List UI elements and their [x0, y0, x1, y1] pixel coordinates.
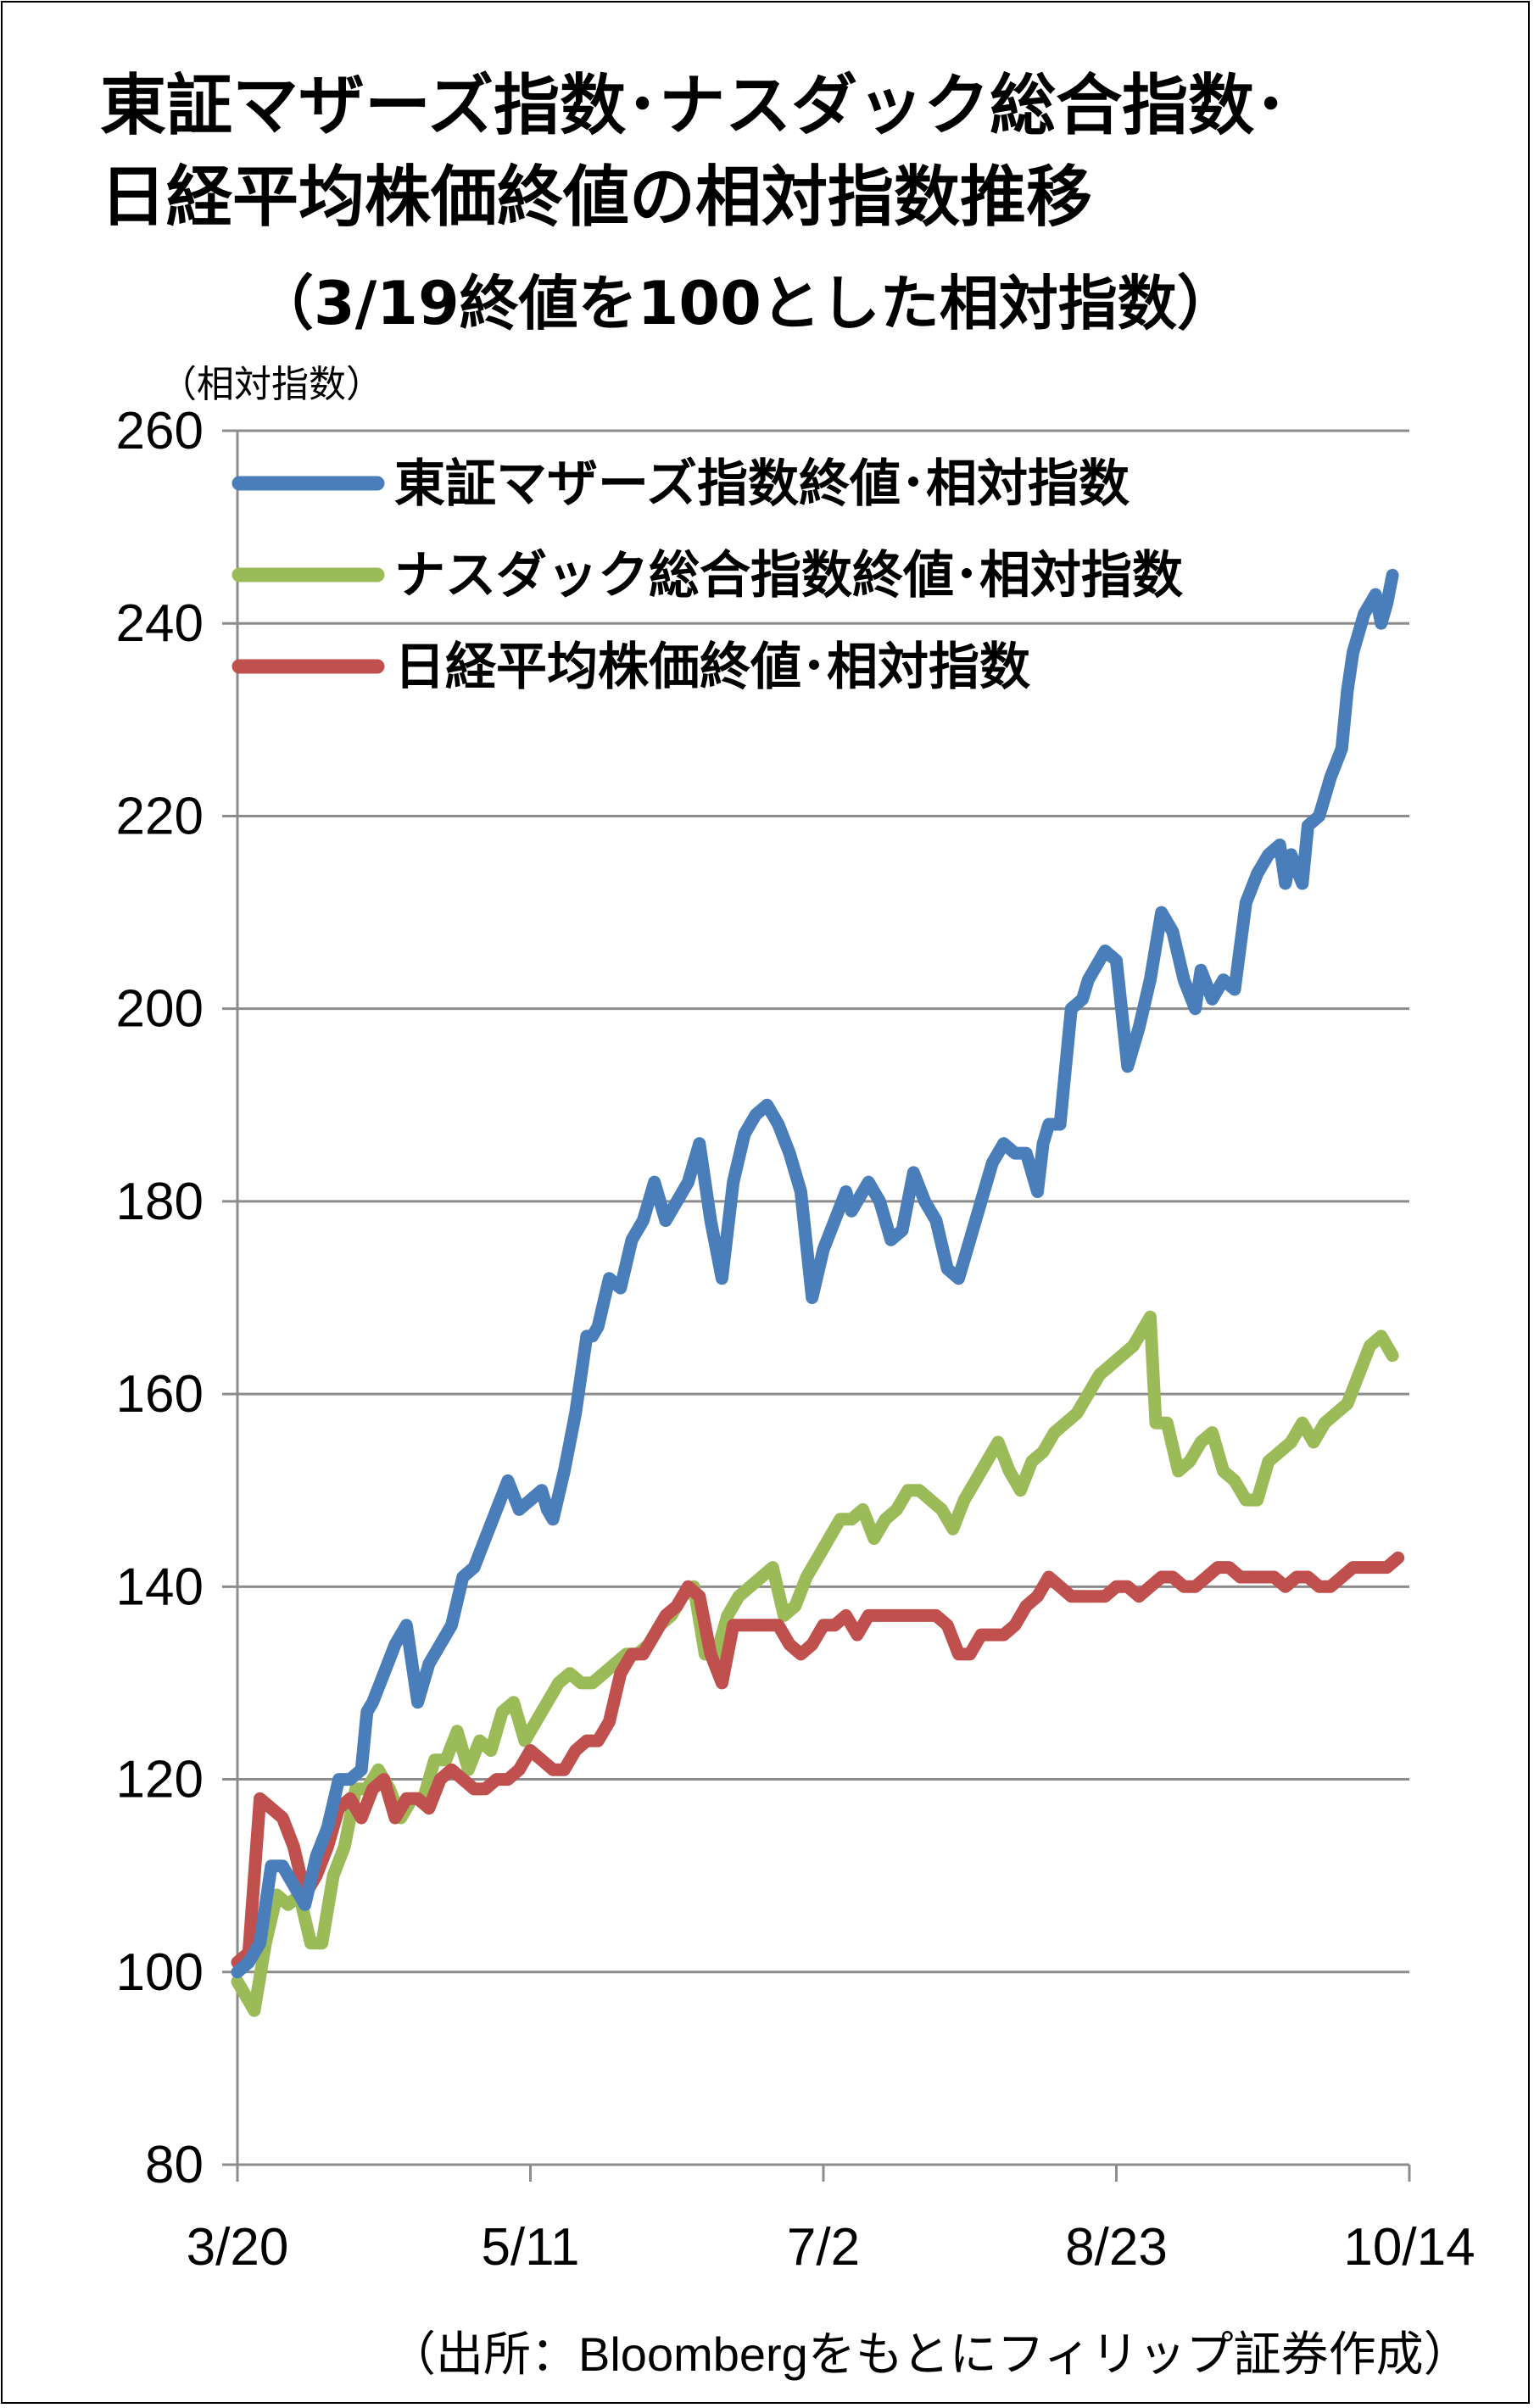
y-axis-unit-label: （相対指数）	[159, 363, 383, 406]
x-tick-label-1: 5/11	[481, 2218, 579, 2277]
y-tick-label-120: 120	[116, 1751, 204, 1809]
legend-label-0: 東証マザーズ指数終値･相対指数	[394, 454, 1130, 514]
y-tick-label-220: 220	[116, 787, 204, 845]
x-tick-label-2: 7/2	[787, 2218, 860, 2277]
series-line-0	[231, 568, 1399, 1979]
y-tick-label-140: 140	[116, 1558, 204, 1616]
series-line-2	[231, 1551, 1405, 1969]
x-tick-label-0: 3/20	[187, 2218, 289, 2277]
chart-title-line-1: 東証マザーズ指数･ナスダック総合指数･	[100, 68, 1288, 144]
legend-label-1: ナスダック総合指数終値･相対指数	[394, 546, 1183, 605]
y-tick-label-160: 160	[116, 1365, 204, 1424]
chart-subtitle: （3/19終値を100とした相対指数）	[254, 269, 1236, 338]
series-line-1	[231, 1310, 1399, 2017]
y-tick-label-80: 80	[145, 2136, 204, 2194]
x-tick-label-3: 8/23	[1065, 2218, 1168, 2277]
y-tick-label-180: 180	[116, 1173, 204, 1231]
y-tick-label-100: 100	[116, 1943, 204, 2002]
x-tick-label-4: 10/14	[1343, 2218, 1475, 2277]
y-tick-label-240: 240	[116, 594, 204, 653]
chart-title-line-2: 日経平均株価終値の相対指数推移	[100, 159, 1093, 236]
y-tick-label-260: 260	[116, 402, 204, 460]
legend-label-2: 日経平均株価終値･相対指数	[394, 638, 1030, 697]
y-tick-label-200: 200	[116, 980, 204, 1039]
source-note: （出所：Bloombergをもとにフィリップ証券作成）	[388, 2327, 1471, 2381]
